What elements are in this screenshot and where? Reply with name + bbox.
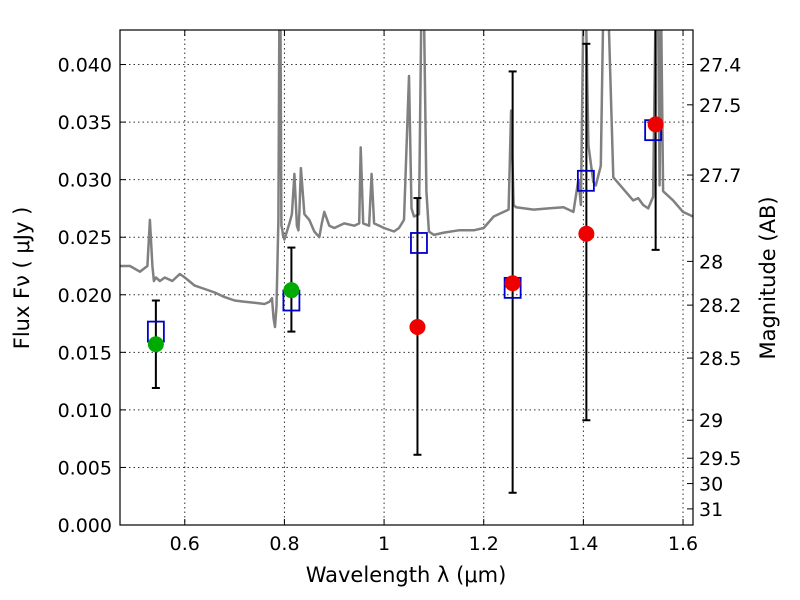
y-tick-label: 0.040 bbox=[58, 55, 112, 77]
x-tick-label: 0.8 bbox=[269, 533, 299, 555]
right-tick-label: 28 bbox=[699, 251, 723, 273]
right-tick-label: 30 bbox=[699, 474, 723, 496]
data-point bbox=[647, 116, 664, 133]
y-axis-left: 0.000 0.005 0.010 0.015 0.020 0.025 0.030 0.035… bbox=[58, 55, 126, 537]
model-square-marker bbox=[576, 169, 595, 192]
data-point bbox=[409, 319, 426, 335]
right-tick-label: 31 bbox=[699, 499, 723, 521]
data-point bbox=[147, 336, 164, 353]
data-point bbox=[283, 282, 300, 299]
y-tick-label: 0.020 bbox=[58, 285, 112, 307]
data-point bbox=[504, 275, 521, 292]
right-tick-label: 28.2 bbox=[699, 295, 741, 317]
x-axis-label: Wavelength λ (μm) bbox=[306, 563, 507, 587]
right-tick-label: 29.5 bbox=[699, 448, 741, 470]
data-point bbox=[578, 225, 595, 242]
y-tick-label: 0.010 bbox=[58, 400, 112, 422]
x-tick-label: 1.2 bbox=[469, 533, 499, 555]
y-tick-label: 0.015 bbox=[58, 342, 112, 364]
right-tick-label: 27.4 bbox=[699, 55, 741, 77]
right-tick-label: 27.7 bbox=[699, 165, 741, 187]
right-tick-label: 28.5 bbox=[699, 348, 741, 370]
y-tick-label: 0.035 bbox=[58, 112, 112, 134]
model-square-marker bbox=[410, 232, 428, 254]
plot-background bbox=[120, 30, 693, 525]
y-axis-right-label: Magnitude (AB) bbox=[756, 196, 780, 359]
x-tick-label: 0.6 bbox=[170, 533, 200, 555]
y-tick-label: 0.025 bbox=[58, 227, 112, 249]
y-tick-label: 0.005 bbox=[58, 457, 112, 479]
y-axis-right: 27.4 27.5 27.7 28 28.2 28.5 29 29.5 30 31 bbox=[687, 55, 741, 521]
y-axis-label: Flux Fν ( μJy ) bbox=[10, 207, 34, 350]
x-tick-label: 1 bbox=[378, 533, 390, 555]
marker-layer bbox=[146, 116, 664, 353]
x-tick-label: 1.6 bbox=[668, 533, 698, 555]
x-axis: 0.6 0.8 1 1.2 1.4 1.6 bbox=[170, 30, 698, 555]
right-tick-label: 29 bbox=[699, 410, 723, 432]
y-tick-label: 0.030 bbox=[58, 170, 112, 192]
y-tick-label: 0.000 bbox=[58, 515, 112, 537]
x-tick-label: 1.4 bbox=[568, 533, 598, 555]
right-tick-label: 27.5 bbox=[699, 95, 741, 117]
plot-frame bbox=[119, 29, 694, 526]
